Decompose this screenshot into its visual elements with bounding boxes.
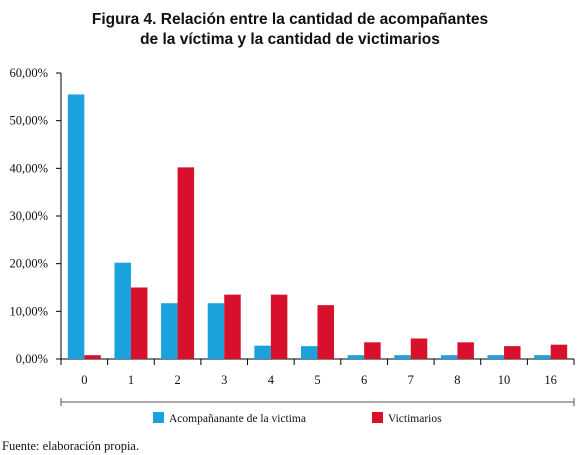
bar-victimarios bbox=[410, 338, 428, 359]
bar-acompanante bbox=[301, 346, 318, 359]
bar-acompanante bbox=[207, 303, 225, 359]
x-tick-label: 10 bbox=[498, 373, 511, 387]
bar-acompanante bbox=[487, 355, 505, 359]
bar-victimarios bbox=[504, 346, 521, 359]
legend-label: Acompañanante de la victima bbox=[169, 413, 306, 425]
bar-victimarios bbox=[130, 287, 148, 359]
source-note: Fuente: elaboración propia. bbox=[2, 439, 140, 453]
bar-acompanante bbox=[440, 355, 458, 359]
y-axis: 0,00% 10,00% 20,00% 30,00% 40,00% 50,00% 60,00… bbox=[9, 66, 62, 366]
x-tick-label: 2 bbox=[174, 373, 180, 387]
bars bbox=[67, 94, 568, 359]
bar-victimarios bbox=[550, 344, 568, 359]
bar-acompanante bbox=[114, 262, 131, 359]
y-tick-label: 60,00% bbox=[9, 66, 48, 80]
bar-acompanante bbox=[161, 303, 178, 359]
x-tick-label: 7 bbox=[408, 373, 414, 387]
bar-acompanante bbox=[67, 94, 85, 359]
bar-acompanante bbox=[534, 355, 551, 359]
y-tick-label: 0,00% bbox=[16, 352, 48, 366]
y-tick-label: 20,00% bbox=[9, 257, 48, 271]
x-tick-label: 8 bbox=[454, 373, 460, 387]
bar-victimarios bbox=[270, 294, 288, 359]
x-tick-label: 1 bbox=[128, 373, 134, 387]
x-tick-label: 0 bbox=[81, 373, 87, 387]
bar-acompanante bbox=[394, 355, 411, 359]
bar-victimarios bbox=[84, 355, 101, 359]
chart-title-line-2: de la víctima y la cantidad de victimari… bbox=[140, 31, 440, 48]
x-tick-label: 3 bbox=[221, 373, 227, 387]
legend-swatch bbox=[153, 412, 164, 423]
bar-victimarios bbox=[224, 294, 241, 359]
y-tick-label: 30,00% bbox=[9, 209, 48, 223]
legend: Acompañanante de la victima Victimarios bbox=[60, 398, 575, 425]
x-axis: 0 1 2 3 4 5 6 7 8 10 16 bbox=[60, 358, 575, 387]
bar-victimarios bbox=[177, 167, 195, 359]
chart-title-line-1: Figura 4. Relación entre la cantidad de … bbox=[91, 11, 489, 28]
y-tick-label: 10,00% bbox=[9, 304, 48, 318]
bar-victimarios bbox=[317, 305, 334, 359]
chart-title: Figura 4. Relación entre la cantidad de … bbox=[0, 10, 580, 50]
x-tick-label: 16 bbox=[544, 373, 557, 387]
legend-label: Victimarios bbox=[388, 413, 442, 425]
bar-acompanante bbox=[347, 355, 365, 359]
x-tick-label: 6 bbox=[361, 373, 367, 387]
y-tick-label: 40,00% bbox=[9, 161, 48, 175]
y-tick-label: 50,00% bbox=[9, 114, 48, 128]
legend-swatch bbox=[372, 412, 383, 423]
bar-victimarios bbox=[364, 342, 381, 359]
x-tick-label: 4 bbox=[268, 373, 275, 387]
x-tick-label: 5 bbox=[314, 373, 320, 387]
bar-victimarios bbox=[457, 342, 474, 359]
bar-acompanante bbox=[254, 345, 271, 359]
